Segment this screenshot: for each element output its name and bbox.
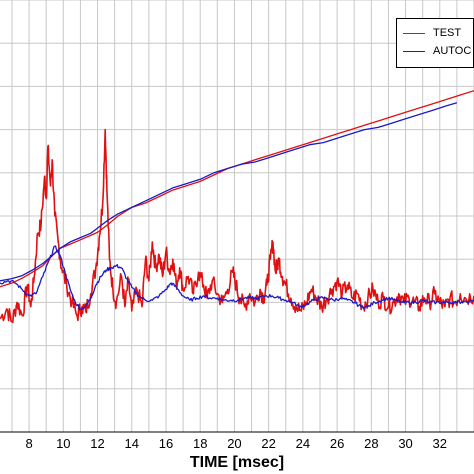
x-tick-label: 28 — [364, 436, 378, 451]
series-line-1 — [0, 245, 474, 311]
x-tick-label: 22 — [261, 436, 275, 451]
legend-label-autoc: AUTOC — [433, 45, 472, 57]
legend-item-autoc: AUTOC — [403, 43, 471, 59]
x-tick-label: 12 — [90, 436, 104, 451]
x-tick-label: 14 — [125, 436, 139, 451]
x-tick-label: 20 — [227, 436, 241, 451]
x-tick-label: 18 — [193, 436, 207, 451]
legend-swatch-autoc — [403, 50, 425, 52]
x-tick-label: 16 — [159, 436, 173, 451]
legend: TEST AUTOC — [396, 18, 474, 68]
series-layer — [0, 90, 474, 324]
grid-lines — [0, 0, 474, 433]
x-tick-labels: 8 10 12 14 16 18 20 22 24 26 28 30 32 — [25, 436, 447, 451]
x-tick-label: 30 — [398, 436, 412, 451]
x-tick-label: 24 — [296, 436, 310, 451]
x-axis-title: TIME [msec] — [189, 454, 285, 471]
x-tick-label: 8 — [25, 436, 32, 451]
x-tick-label: 10 — [56, 436, 70, 451]
legend-label-test: TEST — [433, 27, 462, 39]
x-tick-label: 32 — [433, 436, 447, 451]
series-line-0 — [0, 128, 474, 324]
legend-item-test: TEST — [403, 25, 461, 41]
series-line-3 — [0, 102, 458, 282]
x-tick-label: 26 — [330, 436, 344, 451]
legend-swatch-test — [403, 32, 425, 34]
